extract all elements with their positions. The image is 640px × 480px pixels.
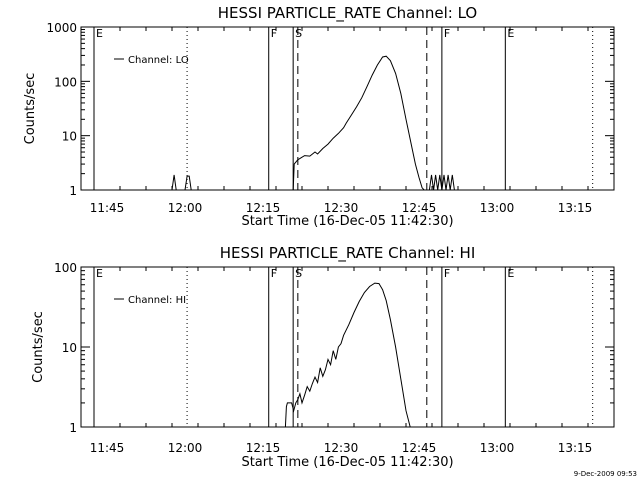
x-tick-label: 12:15 bbox=[246, 441, 281, 455]
x-tick-label: 12:45 bbox=[402, 201, 437, 215]
chart-title: HESSI PARTICLE_RATE Channel: HI bbox=[220, 244, 476, 263]
x-tick-label: 12:45 bbox=[402, 441, 437, 455]
y-tick-label: 100 bbox=[54, 75, 77, 89]
x-tick-label: 13:00 bbox=[480, 201, 515, 215]
x-tick-label: 12:00 bbox=[168, 441, 203, 455]
marker-label: E bbox=[96, 267, 103, 280]
y-tick-label: 10 bbox=[62, 130, 77, 144]
legend-label: Channel: LO bbox=[128, 55, 189, 66]
x-tick-label: 12:00 bbox=[168, 201, 203, 215]
x-tick-label: 13:15 bbox=[558, 201, 593, 215]
plot-frame bbox=[80, 26, 615, 191]
x-tick-label: 13:15 bbox=[558, 441, 593, 455]
y-tick-label: 1000 bbox=[46, 21, 77, 35]
y-tick-label: 100 bbox=[54, 261, 77, 275]
legend-label: Channel: HI bbox=[128, 295, 186, 306]
timestamp: 9-Dec-2009 09:53 bbox=[574, 470, 637, 478]
chart-title: HESSI PARTICLE_RATE Channel: LO bbox=[218, 4, 477, 23]
x-tick-label: 11:45 bbox=[90, 441, 125, 455]
y-tick-label: 1 bbox=[69, 421, 77, 435]
y-axis-label: Counts/sec bbox=[23, 73, 38, 145]
x-tick-label: 12:30 bbox=[324, 201, 359, 215]
marker-label: F bbox=[271, 27, 277, 40]
y-tick-label: 10 bbox=[62, 341, 77, 355]
x-tick-label: 13:00 bbox=[480, 441, 515, 455]
x-tick-label: 12:30 bbox=[324, 441, 359, 455]
x-tick-label: 11:45 bbox=[90, 201, 125, 215]
x-axis-label: Start Time (16-Dec-05 11:42:30) bbox=[241, 214, 453, 229]
marker-label: S bbox=[295, 27, 302, 40]
marker-label: E bbox=[507, 267, 514, 280]
marker-label: E bbox=[507, 27, 514, 40]
x-axis-label: Start Time (16-Dec-05 11:42:30) bbox=[241, 455, 453, 470]
chart-panel-hi: HESSI PARTICLE_RATE Channel: HI Start Tim… bbox=[31, 244, 615, 470]
x-tick-label: 12:15 bbox=[246, 201, 281, 215]
marker-label: E bbox=[96, 27, 103, 40]
chart-panel-lo: HESSI PARTICLE_RATE Channel: LO Start Tim… bbox=[23, 4, 615, 229]
plot-frame bbox=[80, 266, 615, 428]
marker-label: F bbox=[444, 267, 450, 280]
marker-label: F bbox=[271, 267, 277, 280]
y-axis-label: Counts/sec bbox=[31, 311, 46, 383]
series-line bbox=[171, 55, 455, 191]
y-tick-label: 1 bbox=[69, 184, 77, 198]
marker-label: S bbox=[295, 267, 302, 280]
marker-label: F bbox=[444, 27, 450, 40]
series-line bbox=[284, 282, 411, 428]
